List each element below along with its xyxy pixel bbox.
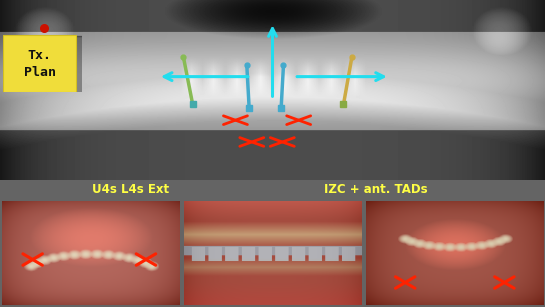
Text: Tx.
Plan: Tx. Plan	[24, 49, 56, 79]
FancyBboxPatch shape	[8, 36, 84, 96]
Text: U4s L4s Ext: U4s L4s Ext	[92, 183, 169, 196]
Text: IZC + ant. TADs: IZC + ant. TADs	[324, 183, 428, 196]
FancyBboxPatch shape	[3, 35, 76, 92]
